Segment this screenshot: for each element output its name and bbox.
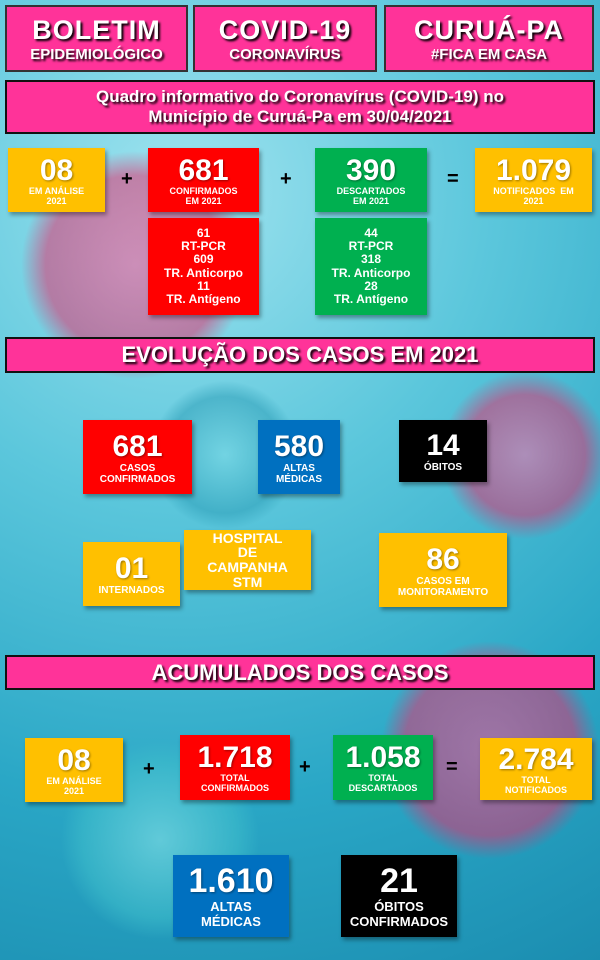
card-total-altas: 1.610 ALTAS MÉDICAS: [173, 855, 289, 937]
value: 01: [114, 552, 149, 585]
label: ALTAS: [210, 899, 252, 915]
label: CONFIRMADOS: [201, 783, 269, 793]
label: 2021: [523, 195, 544, 206]
label: TOTAL: [220, 773, 250, 784]
label: CAMPANHA: [207, 559, 288, 575]
value: 1.079: [495, 153, 572, 187]
plus-operator: +: [121, 168, 133, 190]
label: 2021: [46, 195, 67, 206]
value: 681: [112, 429, 163, 463]
card-em-analise-2021: 08 EM ANÁLISE 2021: [8, 148, 105, 212]
card-total-notificados: 2.784 TOTAL NOTIFICADOS: [480, 738, 592, 800]
label: EM ANÁLISE: [46, 775, 102, 786]
card-obitos: 14 ÓBITOS: [399, 420, 487, 482]
value: 86: [426, 542, 460, 576]
label: DESCARTADOS: [348, 783, 418, 793]
label: 2021: [63, 785, 85, 796]
label: MÉDICAS: [201, 913, 261, 929]
header-city: CURUÁ-PA #FICA EM CASA: [384, 5, 594, 72]
value: 1.058: [345, 741, 421, 775]
info-line-2: Município de Curuá-Pa em 30/04/2021: [148, 107, 452, 126]
label: CONFIRMADOS: [99, 473, 176, 485]
plus-operator: +: [280, 168, 292, 190]
header-title: CURUÁ-PA: [414, 14, 564, 45]
header-subtitle: #FICA EM CASA: [430, 45, 548, 63]
label: EM ANÁLISE: [28, 185, 85, 196]
detail-label: TR. Antígeno: [333, 291, 409, 306]
value: 1.610: [188, 862, 274, 900]
detail-label: RT-PCR: [348, 239, 394, 254]
section-title-acumulados: ACUMULADOS DOS CASOS: [5, 655, 595, 690]
value: 390: [345, 153, 397, 187]
card-altas-medicas: 580 ALTAS MÉDICAS: [258, 420, 340, 494]
label: ÓBITOS: [423, 462, 463, 473]
value: 08: [39, 153, 74, 187]
card-internados: 01 INTERNADOS: [83, 542, 180, 606]
value: 580: [273, 429, 325, 463]
detail-value: 28: [364, 278, 378, 293]
card-monitoramento: 86 CASOS EM MONITORAMENTO: [379, 533, 507, 607]
header-title: COVID-19: [218, 14, 352, 45]
label: HOSPITAL: [212, 529, 283, 546]
value: 08: [57, 743, 91, 777]
card-hospital-campanha: HOSPITAL DE CAMPANHA STM: [184, 530, 311, 590]
header-title: BOLETIM: [32, 14, 161, 45]
detail-value: 11: [197, 278, 210, 293]
card-descartados-2021: 390 DESCARTADOS EM 2021: [315, 148, 427, 212]
label: NOTIFICADOS: [505, 784, 567, 795]
card-total-obitos: 21 ÓBITOS CONFIRMADOS: [341, 855, 457, 937]
detail-label: RT-PCR: [181, 239, 226, 254]
label: CASOS EM: [416, 575, 470, 587]
detail-value: 44: [364, 225, 378, 240]
card-casos-confirmados: 681 CASOS CONFIRMADOS: [83, 420, 192, 494]
label: MÉDICAS: [275, 473, 323, 485]
card-notificados-2021: 1.079 NOTIFICADOS EM 2021: [475, 148, 592, 212]
equals-operator: =: [447, 168, 459, 190]
header-subtitle: EPIDEMIOLÓGICO: [30, 45, 163, 63]
plus-operator: +: [299, 756, 311, 778]
label: ÓBITOS: [374, 899, 424, 915]
value: 21: [380, 862, 418, 900]
label: STM: [232, 573, 263, 590]
label: CONFIRMADOS: [349, 913, 449, 929]
detail-label: TR. Antígeno: [166, 291, 241, 306]
card-total-confirmados: 1.718 TOTAL CONFIRMADOS: [180, 735, 290, 800]
plus-operator: +: [143, 758, 155, 780]
section-title-evolucao: EVOLUÇÃO DOS CASOS EM 2021: [5, 337, 595, 373]
label: INTERNADOS: [98, 585, 165, 596]
label: EM 2021: [352, 195, 390, 206]
label: CONFIRMADOS: [169, 185, 238, 196]
value: 14: [426, 429, 460, 462]
info-banner: Quadro informativo do Coronavírus (COVID…: [5, 80, 595, 134]
label: TOTAL: [368, 773, 398, 784]
label: DESCARTADOS: [336, 185, 406, 196]
label: CASOS: [119, 462, 156, 474]
header-covid: COVID-19 CORONAVÍRUS: [193, 5, 377, 72]
info-line-1: Quadro informativo do Coronavírus (COVID…: [95, 86, 505, 106]
card-total-descartados: 1.058 TOTAL DESCARTADOS: [333, 735, 433, 800]
card-confirmados-2021: 681 CONFIRMADOS EM 2021: [148, 148, 259, 212]
label: ALTAS: [283, 462, 315, 474]
header-subtitle: CORONAVÍRUS: [229, 45, 341, 63]
confirmados-detail: 61 RT-PCR 609 TR. Anticorpo 11 TR. Antígeno: [148, 218, 259, 315]
label: DE: [237, 544, 258, 561]
value: 2.784: [498, 742, 574, 776]
label: NOTIFICADOS EM: [493, 185, 574, 196]
detail-value: 61: [196, 225, 211, 240]
value: 681: [178, 153, 229, 187]
detail-label: TR. Anticorpo: [164, 265, 243, 280]
card-em-analise-total: 08 EM ANÁLISE 2021: [25, 738, 123, 802]
equals-operator: =: [446, 756, 458, 778]
label: MONITORAMENTO: [397, 586, 489, 598]
label: EM 2021: [185, 195, 222, 206]
header-boletim: BOLETIM EPIDEMIOLÓGICO: [5, 5, 188, 72]
detail-label: TR. Anticorpo: [331, 265, 411, 280]
label: TOTAL: [521, 774, 551, 785]
descartados-detail: 44 RT-PCR 318 TR. Anticorpo 28 TR. Antígeno: [315, 218, 427, 315]
value: 1.718: [197, 741, 273, 775]
detail-value: 318: [360, 252, 382, 267]
detail-value: 609: [193, 252, 214, 267]
